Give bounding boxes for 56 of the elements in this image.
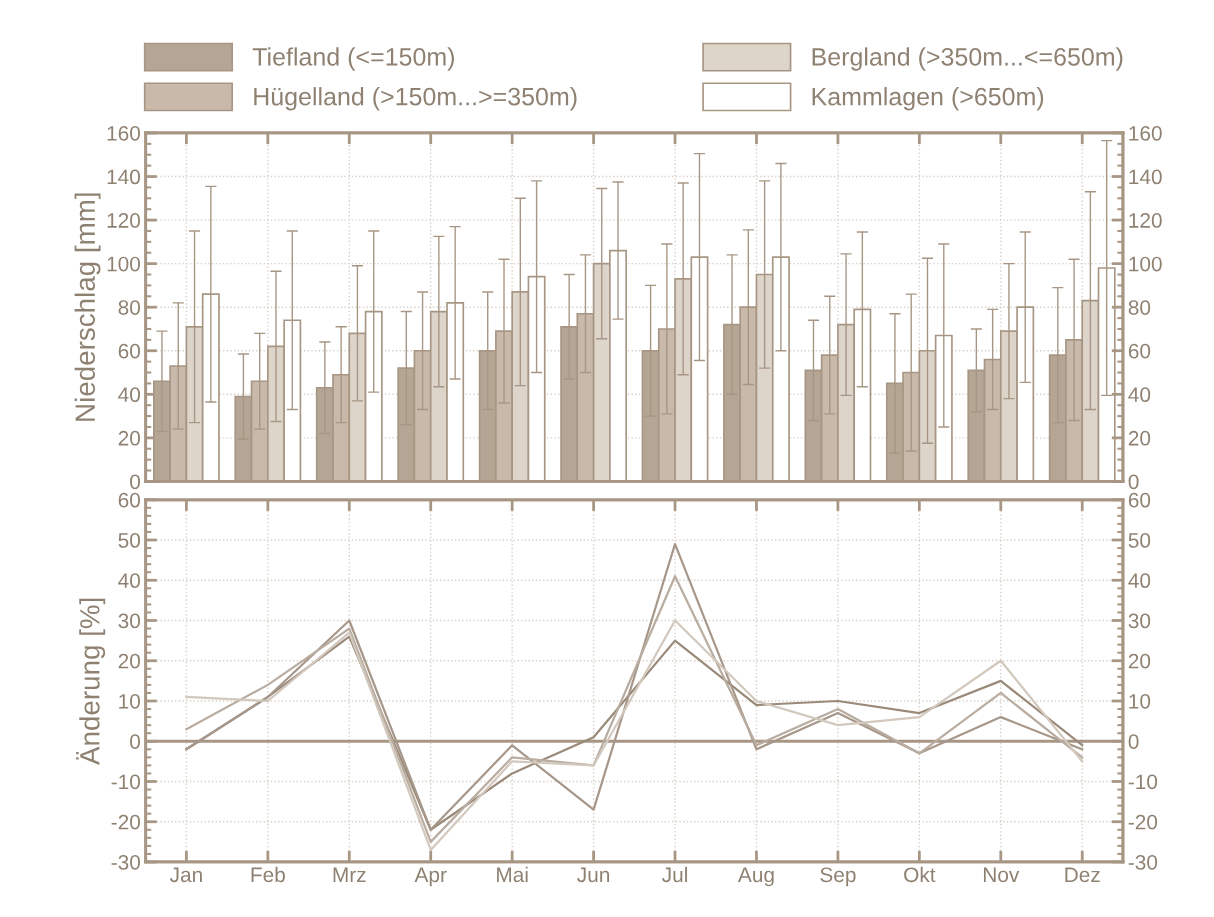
x-tick-label: Nov (983, 867, 1020, 883)
y-tick-label: 30 (118, 613, 141, 629)
y2-tick-label: 80 (1128, 300, 1151, 315)
y-tick-label: -30 (111, 854, 141, 870)
y-tick-label: 20 (118, 430, 141, 446)
y2-tick-label: 60 (1128, 343, 1151, 359)
y-tick-label: 80 (118, 300, 141, 315)
y2-tick-label: 140 (1129, 169, 1162, 185)
y2-tick-label: 0 (1128, 474, 1139, 490)
y2-tick-label: 0 (1128, 734, 1139, 749)
y2-tick-label: -20 (1128, 814, 1158, 830)
y2-tick-label: 120 (1129, 213, 1162, 228)
y2-tick-label: 30 (1128, 613, 1151, 629)
y2-tick-label: 40 (1128, 573, 1151, 589)
x-tick-label: Okt (904, 866, 936, 883)
x-tick-label: Jul (662, 866, 687, 883)
y2-tick-label: 20 (1128, 430, 1151, 446)
y-tick-label: 10 (119, 694, 141, 709)
y2-tick-label: -30 (1128, 854, 1158, 870)
y-tick-label: 0 (130, 474, 141, 490)
x-tick-label: Mrz (333, 867, 366, 882)
y-tick-label: 20 (118, 653, 141, 669)
x-tick-label: Apr (414, 867, 447, 887)
y-tick-label: 120 (107, 213, 141, 228)
y2-tick-label: 60 (1128, 492, 1151, 508)
y2-tick-label: 20 (1128, 653, 1151, 669)
y-axis-title: Änderung [%] (76, 598, 106, 765)
legend-label: Hügelland (>150m...>=350m) (254, 87, 577, 111)
y-tick-label: 0 (130, 734, 141, 749)
y2-tick-label: 160 (1129, 125, 1162, 141)
y-tick-label: 40 (118, 573, 141, 589)
legend-label: Kammlagen (>650m) (812, 87, 1044, 111)
y2-tick-label: 40 (1128, 387, 1151, 403)
y-tick-label: 60 (118, 343, 141, 359)
x-tick-label: Jun (577, 867, 610, 883)
y-tick-label: 40 (118, 387, 141, 403)
y2-tick-label: -10 (1128, 774, 1158, 790)
y2-tick-label: 100 (1129, 256, 1162, 272)
y-tick-label: 160 (107, 125, 141, 141)
x-tick-label: Mai (497, 866, 528, 883)
y-tick-label: 100 (107, 256, 141, 272)
x-tick-label: Aug (737, 867, 774, 887)
x-tick-label: Sep (820, 867, 856, 887)
y-tick-label: 50 (118, 533, 141, 548)
y-tick-label: 140 (107, 169, 141, 185)
y2-tick-label: 50 (1128, 533, 1151, 548)
y-tick-label: -20 (111, 814, 141, 830)
x-tick-label: Jan (169, 867, 202, 883)
y-tick-label: 60 (118, 492, 141, 508)
y2-tick-label: 10 (1129, 694, 1151, 709)
x-tick-label: Dez (1065, 867, 1100, 883)
y-tick-label: -10 (111, 774, 141, 790)
y-axis-title: Niederschlag [mm] (74, 193, 101, 421)
legend-label: Tiefland (<=150m) (252, 47, 454, 71)
legend-label: Bergland (>350m...<=650m) (812, 47, 1123, 71)
x-tick-label: Feb (251, 866, 285, 883)
